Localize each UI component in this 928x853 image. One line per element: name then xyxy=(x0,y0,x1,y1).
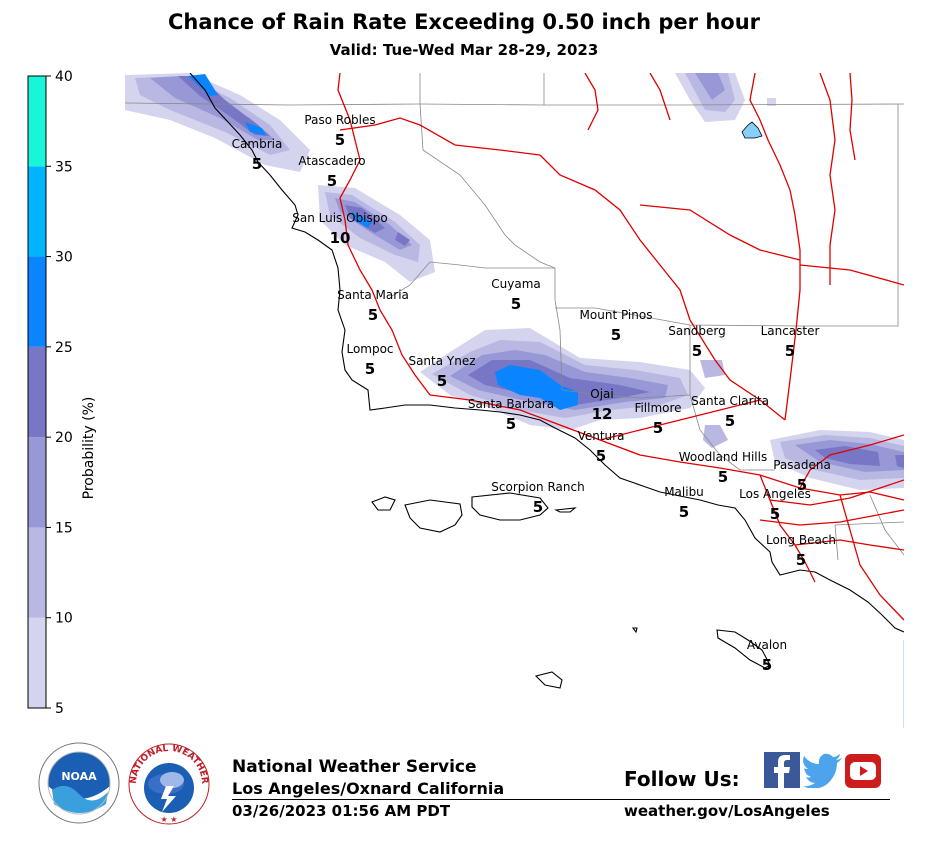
colorbar-tick-label: 15 xyxy=(55,520,73,536)
svg-text:★ ★: ★ ★ xyxy=(161,815,178,824)
lake-icon xyxy=(741,121,763,139)
city-name: Ojai xyxy=(590,387,613,401)
colorbar-box xyxy=(28,166,46,257)
city-name: Cambria xyxy=(232,137,283,151)
city-name: Los Angeles xyxy=(739,487,811,501)
youtube-icon[interactable] xyxy=(845,754,881,788)
city-probability: 5 xyxy=(252,155,262,173)
city-probability: 5 xyxy=(533,498,543,516)
city-probability: 5 xyxy=(679,503,689,521)
city-name: Santa Ynez xyxy=(408,354,475,368)
city-name: Long Beach xyxy=(766,533,836,547)
city-labels: Paso Robles 5 Cambria 5 Atascadero 5 San Luis … xyxy=(232,113,836,674)
colorbar-box xyxy=(28,437,46,528)
city-probability: 5 xyxy=(437,372,447,390)
colorbar-label: Probability (%) xyxy=(81,397,97,500)
city-name: Lompoc xyxy=(346,342,393,356)
website-link[interactable]: weather.gov/LosAngeles xyxy=(624,802,830,820)
nws-logo: NATIONAL WEATHER SERVICE ★ ★ xyxy=(126,742,210,825)
colorbar-tick-label: 5 xyxy=(55,701,64,716)
city-name: Fillmore xyxy=(634,401,681,415)
colorbar-box xyxy=(28,617,46,708)
footer-divider xyxy=(232,799,890,800)
city-name: Santa Clarita xyxy=(691,394,769,408)
city-name: Cuyama xyxy=(491,277,540,291)
city-name: Sandberg xyxy=(668,324,726,338)
city-name: Pasadena xyxy=(773,458,831,472)
map-subtitle: Valid: Tue-Wed Mar 28-29, 2023 xyxy=(329,41,599,59)
city-probability: 5 xyxy=(796,551,806,569)
colorbar-box xyxy=(28,527,46,618)
city-probability: 10 xyxy=(330,229,351,247)
noaa-logo: NOAA xyxy=(38,742,120,824)
colorbar-tick-label: 20 xyxy=(55,430,73,446)
city-probability: 12 xyxy=(592,405,613,423)
map-title: Chance of Rain Rate Exceeding 0.50 inch … xyxy=(167,10,761,34)
city-name: Atascadero xyxy=(298,154,365,168)
city-name: Paso Robles xyxy=(304,113,375,127)
colorbar-box xyxy=(28,346,46,438)
city-probability: 5 xyxy=(511,295,521,313)
city-name: Santa Maria xyxy=(337,288,409,302)
office-name: Los Angeles/Oxnard California xyxy=(232,779,505,798)
city-probability: 5 xyxy=(653,419,663,437)
city-probability: 5 xyxy=(785,342,795,360)
city-probability: 5 xyxy=(596,447,606,465)
city-probability: 5 xyxy=(335,131,345,149)
city-probability: 5 xyxy=(327,172,337,190)
facebook-icon[interactable] xyxy=(764,752,800,788)
city-probability: 5 xyxy=(692,342,702,360)
coastline xyxy=(189,73,904,689)
agency-name: National Weather Service xyxy=(232,757,477,777)
follow-us-label: Follow Us: xyxy=(624,767,740,791)
city-name: Lancaster xyxy=(761,324,820,338)
colorbar: 40 35 30 25 20 15 10 5 Probability (%) xyxy=(27,69,97,716)
city-probability: 5 xyxy=(368,306,378,324)
rain-probability-shading xyxy=(125,73,904,490)
issued-time: 03/26/2023 01:56 AM PDT xyxy=(232,802,451,820)
colorbar-tick-label: 25 xyxy=(55,340,73,356)
city-probability: 5 xyxy=(725,412,735,430)
highways xyxy=(337,73,904,621)
noaa-logo-text: NOAA xyxy=(61,770,97,783)
city-name: Santa Barbara xyxy=(468,397,554,411)
city-name: Mount Pinos xyxy=(580,308,653,322)
colorbar-box xyxy=(28,256,46,347)
map-panel: Paso Robles 5 Cambria 5 Atascadero 5 San Luis … xyxy=(125,73,904,728)
city-probability: 5 xyxy=(718,468,728,486)
colorbar-tick-label: 35 xyxy=(55,159,73,175)
twitter-icon[interactable] xyxy=(802,752,844,788)
colorbar-box xyxy=(28,76,46,167)
city-name: Woodland Hills xyxy=(679,450,767,464)
city-name: Avalon xyxy=(747,638,787,652)
colorbar-tick-label: 30 xyxy=(55,250,73,266)
city-probability: 5 xyxy=(797,476,807,494)
colorbar-tick-label: 10 xyxy=(55,611,73,627)
city-name: San Luis Obispo xyxy=(292,211,387,225)
city-probability: 5 xyxy=(365,360,375,378)
city-probability: 5 xyxy=(506,415,516,433)
city-name: Malibu xyxy=(664,485,704,499)
city-name: Scorpion Ranch xyxy=(491,480,584,494)
colorbar-tick-label: 40 xyxy=(55,69,73,85)
city-name: Ventura xyxy=(578,429,625,443)
county-boundaries xyxy=(125,73,904,561)
city-probability: 5 xyxy=(611,326,621,344)
city-probability: 5 xyxy=(762,656,772,674)
city-probability: 5 xyxy=(770,505,780,523)
